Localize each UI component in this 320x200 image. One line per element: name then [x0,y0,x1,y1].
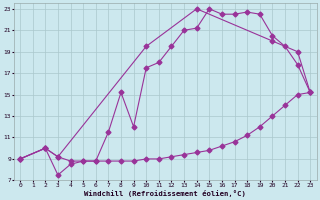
X-axis label: Windchill (Refroidissement éolien,°C): Windchill (Refroidissement éolien,°C) [84,190,246,197]
